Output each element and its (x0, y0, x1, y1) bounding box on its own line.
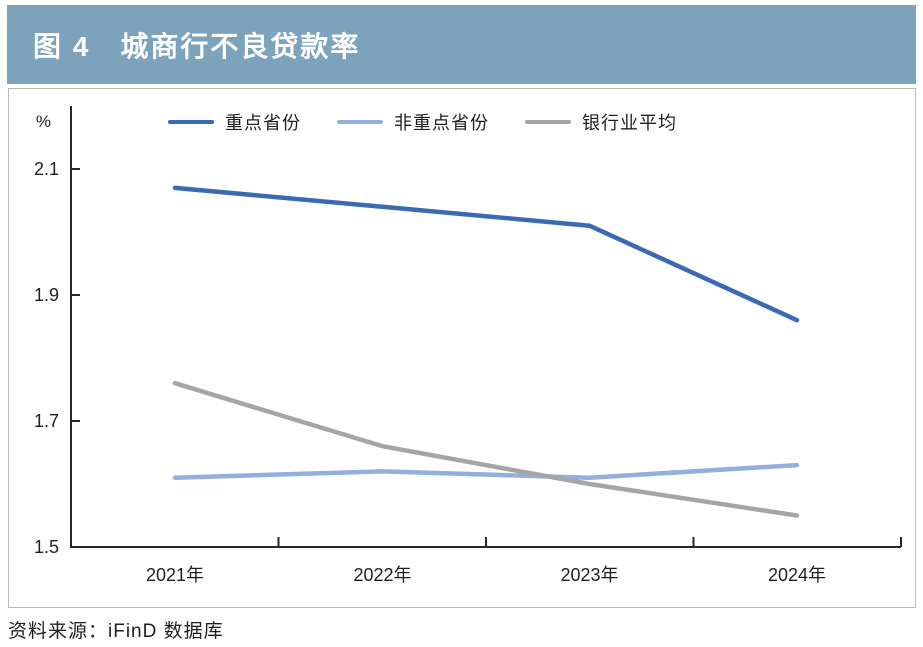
chart-legend: 重点省份 非重点省份 银行业平均 (168, 109, 677, 135)
legend-item-key-provinces: 重点省份 (168, 109, 301, 135)
legend-label: 重点省份 (225, 113, 301, 133)
series-line-非重点省份 (172, 462, 800, 480)
legend-item-nonkey-provinces: 非重点省份 (337, 109, 489, 135)
legend-item-banking-average: 银行业平均 (525, 109, 677, 135)
y-tick-label: 2.1 (34, 159, 59, 179)
x-category-label: 2023年 (560, 565, 618, 585)
chart-svg: 2.1 1.9 1.7 1.5% 2021年 2022年 2023年 2024年 (34, 106, 902, 585)
chart-panel: 重点省份 非重点省份 银行业平均 2.1 1.9 1.7 1.5% 2021年 2022年… (8, 88, 916, 608)
figure-title: 图 4 城商行不良贷款率 (33, 30, 361, 62)
axis-lines (70, 106, 901, 548)
y-tick-label: 1.9 (34, 285, 59, 305)
x-category-label: 2022年 (353, 565, 411, 585)
legend-label: 非重点省份 (394, 113, 489, 133)
legend-line-swatch (168, 120, 214, 124)
x-category-label: 2021年 (146, 565, 204, 585)
source-note: 资料来源：iFinD 数据库 (8, 621, 224, 642)
x-category-label: 2024年 (768, 565, 826, 585)
y-tick-label: 1.7 (34, 411, 59, 431)
legend-label: 银行业平均 (582, 113, 677, 133)
series-line-银行业平均 (172, 380, 800, 518)
legend-line-swatch (337, 120, 383, 124)
y-axis-unit-label: % (36, 112, 51, 131)
figure-title-bar: 图 4 城商行不良贷款率 (7, 5, 916, 84)
y-tick-label: 1.5 (34, 537, 59, 557)
legend-line-swatch (525, 120, 571, 124)
series-line-重点省份 (172, 185, 800, 323)
